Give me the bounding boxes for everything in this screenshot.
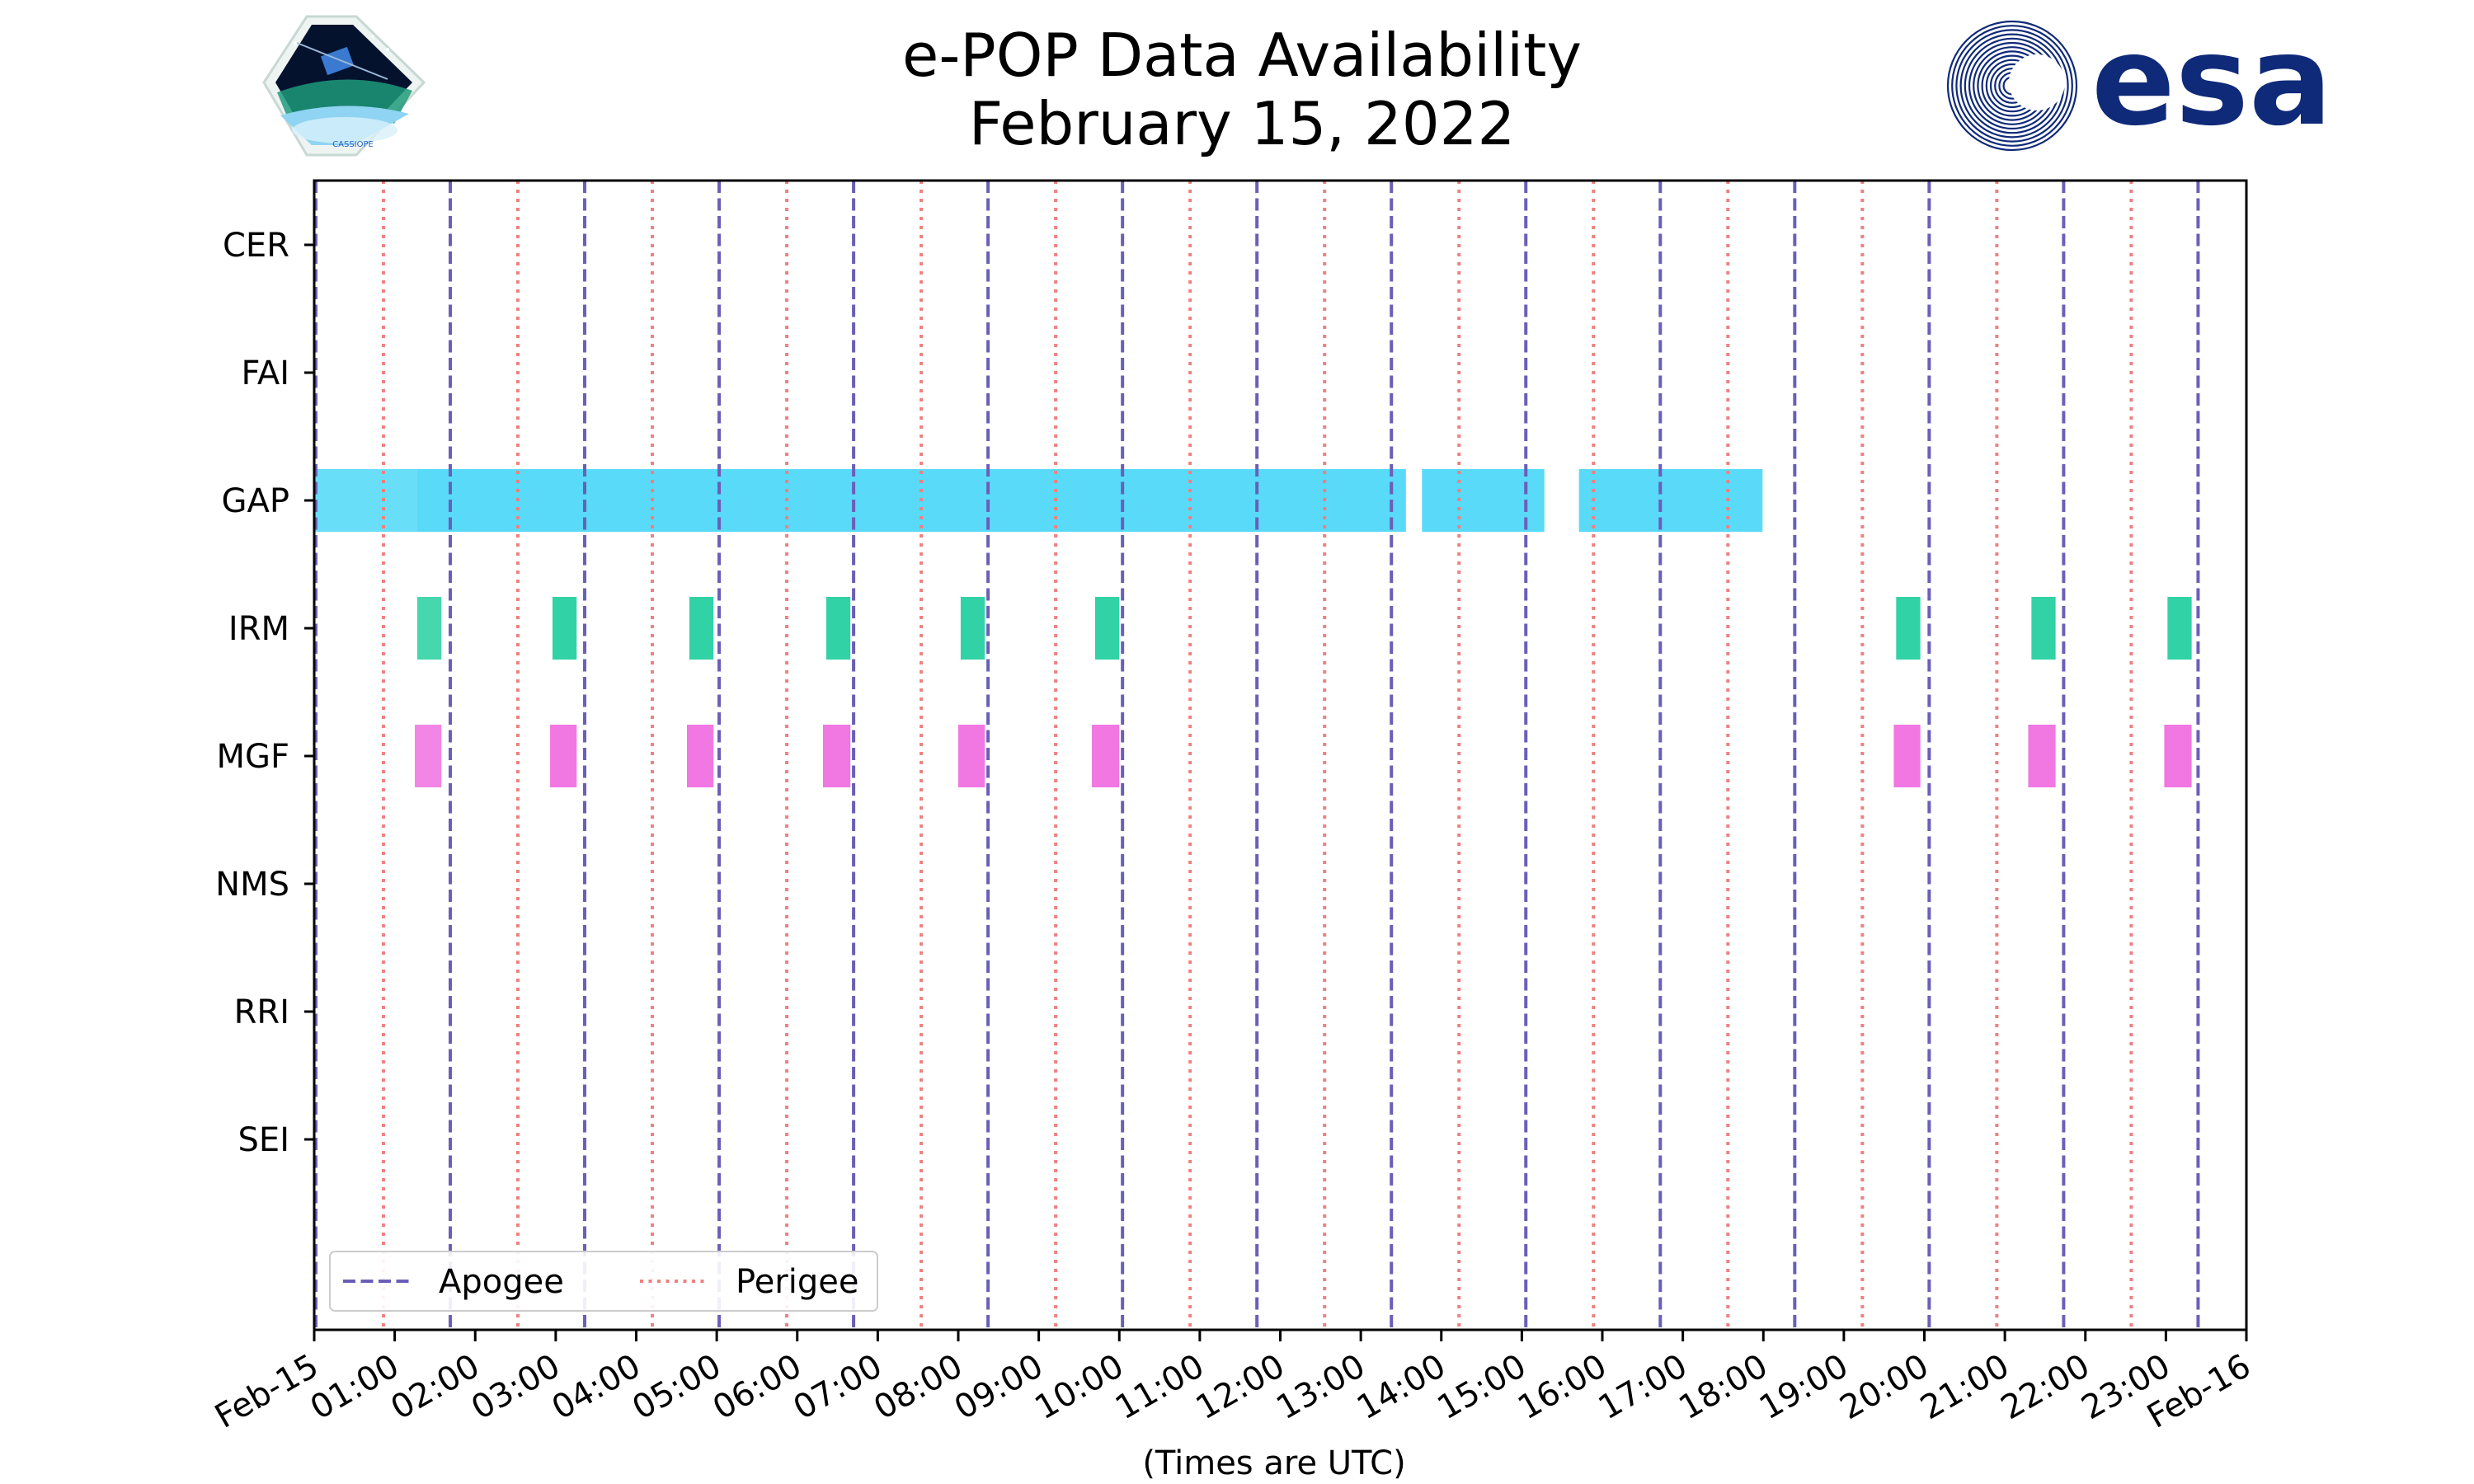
x-tick-label: 01:00 — [304, 1347, 406, 1427]
plot-frame — [313, 179, 2248, 1331]
x-tick-label: 16:00 — [1512, 1347, 1613, 1427]
esa-logo-emblem — [1946, 20, 2078, 152]
bar-gap — [314, 469, 417, 532]
legend-perigee-label: Perigee — [736, 1263, 858, 1301]
x-tick-label: 20:00 — [1834, 1347, 1935, 1427]
orbit-lines-layer — [313, 181, 2200, 1330]
x-tick-label: 21:00 — [1914, 1347, 2015, 1427]
x-tick-label: 12:00 — [1190, 1347, 1291, 1427]
y-tick-label-irm: IRM — [228, 610, 289, 648]
legend: Apogee Perigee — [329, 1251, 878, 1312]
x-tick-label: 13:00 — [1270, 1347, 1371, 1427]
x-tick-label: 05:00 — [626, 1347, 727, 1427]
esa-emblem-ring — [1946, 20, 2078, 152]
esa-emblem-ring — [1951, 25, 2073, 147]
x-tick-label: 09:00 — [948, 1347, 1050, 1427]
bar-mgf — [822, 725, 851, 787]
bar-gap — [1578, 469, 1721, 532]
y-tick-label-mgf: MGF — [216, 738, 289, 776]
x-tick-label: 10:00 — [1028, 1347, 1130, 1427]
x-tick-label: 06:00 — [707, 1347, 808, 1427]
x-tick-label: 18:00 — [1672, 1347, 1774, 1427]
x-tick-label: 15:00 — [1432, 1347, 1533, 1427]
bar-irm — [1896, 597, 1921, 660]
legend-box — [329, 1251, 878, 1312]
cassiope-logo-caption: CASSIOPE — [332, 140, 374, 149]
bar-gap — [416, 469, 1406, 532]
x-tick-label: 14:00 — [1351, 1347, 1452, 1427]
y-tick-label-gap: GAP — [222, 482, 289, 520]
x-tick-label: 03:00 — [465, 1347, 567, 1427]
chart-title-line-1: e-POP Data Availability — [902, 21, 1582, 90]
x-tick-label: 22:00 — [1995, 1347, 2096, 1427]
x-tick-label: 17:00 — [1592, 1347, 1694, 1427]
bar-mgf — [2164, 725, 2192, 787]
bar-irm — [416, 597, 442, 660]
bar-mgf — [1092, 725, 1120, 787]
esa-emblem-ring — [1955, 29, 2069, 143]
y-tick-label-sei: SEI — [238, 1121, 289, 1159]
y-tick-label-nms: NMS — [215, 866, 289, 904]
x-tick-label: 11:00 — [1109, 1347, 1211, 1427]
chart-title-line-2: February 15, 2022 — [969, 89, 1516, 158]
bar-mgf — [2028, 725, 2056, 787]
esa-emblem-core — [2009, 54, 2065, 110]
bar-irm — [1094, 597, 1120, 660]
axes-layer: CER FAI GAP IRM MGF NMS RRI SEI Feb-1501:0002:00… — [209, 179, 2257, 1436]
x-tick-label: 04:00 — [546, 1347, 647, 1427]
bar-gap — [1422, 469, 1545, 532]
bar-irm — [689, 597, 714, 660]
bar-mgf — [687, 725, 714, 787]
cassiope-logo: CASSIOPE — [262, 15, 426, 157]
bar-mgf — [550, 725, 577, 787]
esa-logo: esa — [1946, 10, 2332, 153]
bar-irm — [2031, 597, 2056, 660]
bar-irm — [552, 597, 577, 660]
y-tick-label-fai: FAI — [242, 355, 290, 392]
x-tick-label: Feb-15 — [209, 1347, 325, 1436]
bar-irm — [960, 597, 985, 660]
y-tick-label-cer: CER — [223, 227, 289, 265]
legend-apogee-label: Apogee — [439, 1263, 564, 1301]
x-tick-label: 02:00 — [384, 1347, 486, 1427]
x-tick-label: 19:00 — [1753, 1347, 1855, 1427]
bar-mgf — [415, 725, 442, 787]
x-tick-label: 08:00 — [868, 1347, 969, 1427]
x-axis-label: (Times are UTC) — [1142, 1444, 1405, 1482]
bar-irm — [2167, 597, 2192, 660]
bar-mgf — [1893, 725, 1921, 787]
bar-mgf — [958, 725, 985, 787]
bars-layer — [314, 469, 2192, 787]
esa-logo-text: esa — [2091, 10, 2332, 153]
x-tick-label: 07:00 — [788, 1347, 889, 1427]
y-tick-label-rri: RRI — [234, 993, 289, 1031]
bar-irm — [825, 597, 851, 660]
